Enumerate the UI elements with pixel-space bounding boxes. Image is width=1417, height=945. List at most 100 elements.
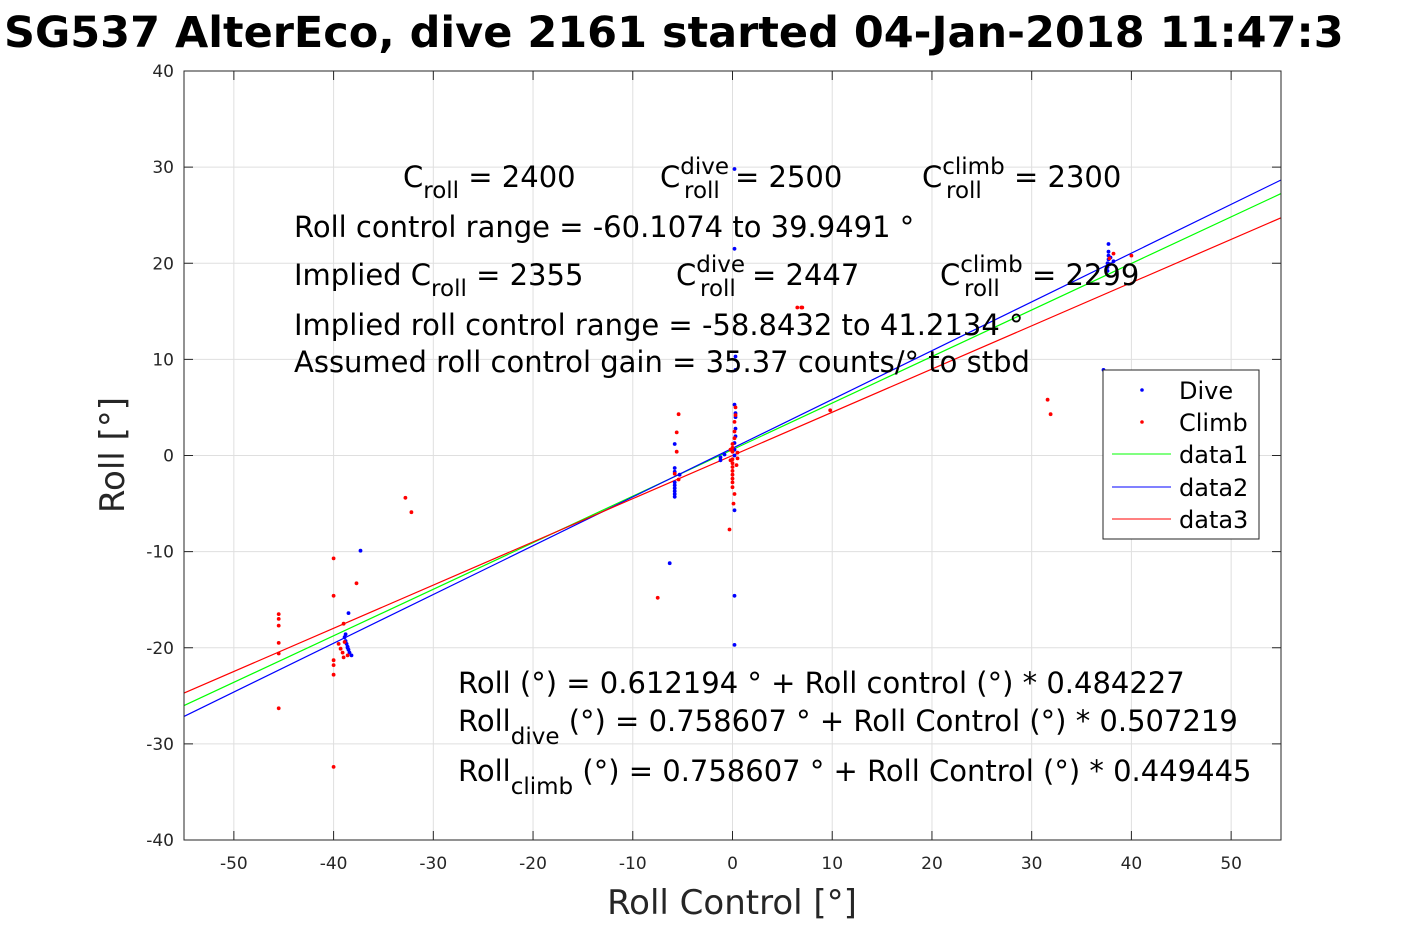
climb-point [276,651,281,656]
y-tick-label: 20 [152,254,174,274]
climb-point [730,476,735,481]
climb-point [336,642,341,646]
climb-point [732,420,737,424]
data-points [276,167,1134,769]
dive-point [358,548,363,553]
climb-point [331,663,336,667]
dive-point [1105,269,1110,273]
x-tick-label: -30 [419,854,447,874]
legend-label-data2: data2 [1179,474,1248,502]
annotation-fit-dive: Rolldive (°) = 0.758607 ° + Roll Control… [458,704,1238,750]
annotation-fit-climb: Rollclimb (°) = 0.758607 ° + Roll Contro… [458,754,1251,800]
annotation-assumed-gain: Assumed roll control gain = 35.37 counts… [294,345,1030,379]
climb-point [342,640,347,644]
x-tick-label: 50 [1220,854,1242,874]
climb-point [1111,251,1116,256]
annotation-implied-c-roll-prefix: Implied C [294,258,431,292]
x-tick-label: -40 [320,854,348,874]
climb-point [730,461,735,466]
climb-point [728,447,733,452]
x-tick-label: 20 [921,854,943,874]
dive-point [677,472,682,477]
climb-point [674,430,679,435]
annotation-c-roll-dive-value: = 2500 [735,160,842,194]
climb-point [341,621,346,626]
annotation-c-roll-base: C [403,160,423,194]
dive-point [672,494,677,499]
climb-point [733,405,738,410]
legend-label-data3: data3 [1179,506,1248,534]
y-tick-label: -20 [146,639,174,659]
legend-marker-climb [1140,420,1144,424]
annotation-implied-c-roll-climb-sub: roll [964,276,1000,302]
annotation-implied-c-roll-dive-base: C [676,258,696,292]
dive-point [346,611,351,615]
dive-point [667,561,672,566]
dive-point [722,452,727,457]
annotation-c-roll-dive-base: C [660,160,680,194]
climb-point [331,593,336,598]
annotation-c-roll-dive-sub: roll [684,178,720,204]
legend-label-data1: data1 [1179,441,1248,469]
annotation-fit-dive-value: (°) = 0.758607 ° + Roll Control (°) * 0.… [559,704,1237,738]
climb-point [276,617,281,621]
climb-point [341,655,346,660]
dive-point [672,442,677,446]
y-tick-label: 10 [152,350,174,370]
annotation-c-roll-dive: Cdive [660,154,729,194]
annotation-fit-all: Roll (°) = 0.612194 ° + Roll control (°)… [458,666,1185,700]
annotation-c-roll-climb-value: = 2300 [1014,160,1121,194]
dive-point [718,458,723,463]
climb-point [409,510,414,515]
climb-point [730,469,735,473]
annotation-fit-climb-base: Roll [458,754,511,788]
legend-label-climb: Climb [1179,409,1248,437]
climb-point [800,305,805,310]
climb-point [331,672,336,677]
dive-point [1106,249,1111,254]
x-tick-label: -20 [519,854,547,874]
annotation-implied-c-roll-dive-sub: roll [700,276,736,302]
climb-point [345,653,350,658]
dive-point [342,635,347,640]
climb-point [354,581,359,586]
climb-point [828,408,833,413]
climb-point [730,442,735,446]
climb-point [340,650,345,655]
dive-point [718,455,723,460]
climb-point [655,595,660,600]
annotation-c-roll-value: = 2400 [459,160,576,194]
climb-point [276,641,281,645]
climb-point [735,456,740,461]
dive-point [732,453,737,458]
y-axis-label: Roll [°] [93,397,133,513]
x-axis-label: Roll Control [°] [607,883,857,923]
y-tick-label: 0 [163,447,174,467]
x-tick-label: 40 [1121,854,1143,874]
annotation-implied-roll-control-range: Implied roll control range = -58.8432 to… [294,308,1024,342]
annotation-fit-climb-sub: climb [511,774,573,800]
dive-point [672,480,677,485]
climb-point [730,480,735,485]
annotation-fit-dive-base: Roll [458,704,511,738]
y-tick-label: -40 [146,831,174,851]
climb-point [676,477,681,482]
annotation-c-roll: Croll = 2400 [403,160,576,204]
climb-point [1129,253,1134,258]
climb-point [331,658,336,663]
dive-point [732,167,737,171]
climb-point [331,556,336,561]
fit-line-data3 [183,217,1282,694]
climb-point [732,436,737,441]
dive-point [343,632,348,637]
climb-point [735,450,740,455]
y-tick-label: 40 [152,62,174,82]
climb-point [1045,397,1050,402]
dive-point [732,508,737,513]
dive-point [1105,265,1110,269]
climb-point [674,449,679,454]
annotation-roll-control-range: Roll control range = -60.1074 to 39.9491… [294,210,914,244]
legend-label-dive: Dive [1179,377,1233,405]
climb-point [403,495,408,500]
